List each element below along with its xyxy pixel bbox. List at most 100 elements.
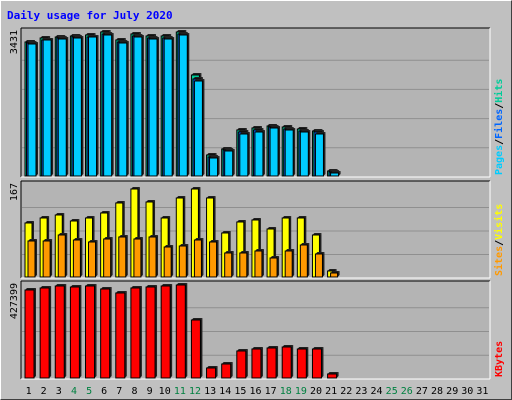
bar-sites-day-15-front-face (239, 252, 248, 278)
bar-kbytes-day-7 (115, 291, 127, 379)
bar-sites-day-16-front-face (254, 250, 263, 278)
bar-kbytes-day-16-front-face (251, 348, 262, 379)
bar-sites-day-21-front-face (330, 272, 339, 278)
bar-kbytes-day-2-front-face (39, 287, 50, 379)
bar-sites-day-8-front-face (133, 238, 142, 278)
bar-kbytes-day-15-front-face (236, 350, 247, 379)
bar-pages-day-21-front-face (330, 172, 340, 177)
x-tick-label-day-13: 13 (204, 386, 216, 397)
bar-kbytes-day-3 (54, 284, 67, 379)
bar-kbytes-day-12-front-face (190, 319, 201, 379)
bar-kbytes-day-19-front-face (296, 348, 307, 379)
x-tick-label-day-1: 1 (26, 386, 32, 397)
bar-kbytes-day-10-front-face (160, 285, 171, 379)
panel-kbytes-ymax-label: 427399 (9, 283, 20, 319)
bar-sites-day-19 (299, 243, 310, 278)
bar-sites-day-5 (88, 240, 98, 278)
bar-pages-day-11-front-face (178, 34, 188, 177)
bar-pages-day-15 (239, 132, 250, 177)
bar-kbytes-day-7-front-face (115, 292, 126, 379)
x-tick-label-day-5: 5 (86, 386, 92, 397)
x-tick-label-day-12: 12 (189, 386, 201, 397)
bar-pages-day-18 (284, 128, 296, 177)
bar-sites-day-12-front-face (193, 239, 202, 278)
bar-pages-day-15-front-face (239, 133, 249, 177)
bar-sites-day-20-front-face (314, 253, 323, 278)
bar-sites-day-1-front-face (27, 240, 36, 278)
bar-kbytes-day-6 (100, 287, 112, 379)
x-tick-label-day-19: 19 (295, 386, 307, 397)
x-tick-label-day-14: 14 (219, 386, 231, 397)
bar-kbytes-day-3-front-face (54, 285, 65, 379)
legend-entry-sites: Sites (493, 246, 505, 276)
legend-entry-pages: Pages (494, 145, 505, 175)
bar-kbytes-day-12 (190, 318, 203, 379)
bar-pages-day-13 (209, 156, 220, 177)
bar-kbytes-day-16 (251, 347, 263, 379)
panel-visits-sites-legend: Sites/Visits (493, 204, 505, 276)
panel-visits-sites-ymax-label: 167 (9, 183, 20, 201)
x-tick-label-day-24: 24 (370, 386, 382, 397)
bar-sites-day-2-front-face (42, 240, 51, 278)
bar-pages-day-17-front-face (269, 127, 279, 177)
bar-sites-day-11 (178, 244, 189, 278)
bar-sites-day-1 (27, 239, 37, 278)
bar-sites-day-12 (193, 238, 204, 278)
bar-kbytes-day-14-front-face (221, 363, 232, 379)
bar-kbytes-day-18-front-face (281, 346, 292, 379)
bar-kbytes-day-13-front-face (206, 367, 217, 379)
bar-sites-day-13 (209, 240, 219, 278)
bar-pages-day-18-front-face (284, 129, 294, 177)
x-tick-label-day-17: 17 (265, 386, 277, 397)
bar-kbytes-day-17 (266, 346, 279, 379)
x-tick-label-day-8: 8 (131, 386, 137, 397)
bar-sites-day-5-front-face (88, 241, 97, 278)
legend-entry-kbytes: KBytes (494, 341, 505, 377)
legend-separator: / (494, 139, 505, 145)
bar-kbytes-day-9 (145, 285, 158, 379)
x-tick-label-day-27: 27 (416, 386, 428, 397)
bar-kbytes-day-8-front-face (130, 287, 141, 379)
bar-pages-day-3-front-face (57, 38, 67, 177)
bar-pages-day-21 (330, 171, 341, 177)
x-tick-label-day-2: 2 (41, 386, 47, 397)
bar-kbytes-day-1 (24, 288, 36, 379)
bar-pages-day-14 (224, 149, 235, 177)
bar-pages-day-19-front-face (299, 131, 309, 177)
bar-kbytes-day-21 (327, 372, 339, 379)
bar-pages-day-5-front-face (88, 36, 98, 177)
bar-kbytes-day-11 (175, 283, 188, 379)
bar-sites-day-18 (284, 249, 295, 278)
bar-sites-day-11-front-face (178, 245, 187, 278)
bar-sites-day-14 (224, 251, 234, 278)
bar-pages-day-1-front-face (27, 43, 37, 177)
bar-pages-day-8-front-face (133, 36, 143, 177)
x-tick-label-day-30: 30 (461, 386, 473, 397)
x-tick-label-day-31: 31 (476, 386, 488, 397)
bar-sites-day-6 (103, 237, 113, 278)
panel-hits-files-pages-ymax-label: 3431 (9, 30, 20, 54)
bar-sites-day-17-front-face (269, 257, 278, 278)
x-tick-label-day-7: 7 (116, 386, 122, 397)
x-tick-label-day-4: 4 (71, 386, 77, 397)
bar-sites-day-19-front-face (299, 244, 308, 278)
bar-sites-day-13-front-face (209, 241, 218, 278)
bar-sites-day-17 (269, 256, 280, 278)
x-tick-label-day-15: 15 (234, 386, 246, 397)
x-tick-label-day-26: 26 (401, 386, 413, 397)
bar-kbytes-day-11-front-face (175, 284, 186, 379)
bar-kbytes-day-1-front-face (24, 289, 35, 379)
x-tick-label-day-18: 18 (280, 386, 292, 397)
bar-pages-day-4 (72, 36, 84, 177)
legend-separator: / (494, 103, 505, 109)
legend-entry-files: Files (493, 109, 505, 139)
bar-sites-day-3-front-face (57, 234, 66, 278)
x-tick-label-day-23: 23 (355, 386, 367, 397)
bar-sites-day-9 (148, 235, 159, 278)
bar-pages-day-10-front-face (163, 38, 173, 177)
bar-sites-day-8 (133, 237, 143, 278)
bar-pages-day-2-front-face (42, 39, 52, 177)
bar-pages-day-12 (193, 79, 205, 177)
